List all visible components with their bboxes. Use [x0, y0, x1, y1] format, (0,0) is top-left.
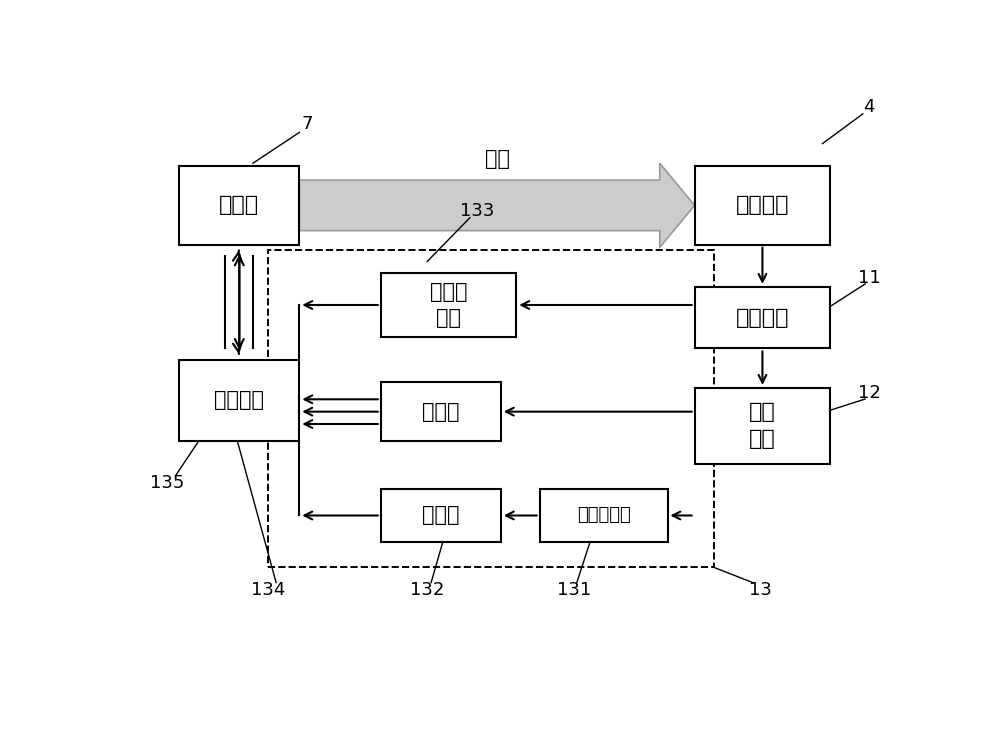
Polygon shape: [299, 163, 695, 247]
Text: 驱动部: 驱动部: [422, 505, 460, 526]
Text: 强度调
节部: 强度调 节部: [430, 282, 467, 328]
FancyBboxPatch shape: [381, 382, 501, 441]
FancyBboxPatch shape: [179, 166, 299, 245]
Text: 7: 7: [301, 115, 313, 133]
Text: 131: 131: [557, 581, 592, 599]
Text: 薄膜: 薄膜: [484, 149, 510, 169]
FancyBboxPatch shape: [695, 286, 830, 348]
Text: 132: 132: [410, 581, 444, 599]
FancyBboxPatch shape: [540, 489, 668, 542]
FancyBboxPatch shape: [381, 489, 501, 542]
FancyBboxPatch shape: [179, 359, 299, 441]
Text: 135: 135: [150, 475, 185, 492]
Text: 处理
模块: 处理 模块: [749, 402, 776, 449]
Text: 12: 12: [858, 384, 880, 402]
Text: 采集模块: 采集模块: [736, 308, 789, 327]
Text: 4: 4: [863, 98, 875, 116]
Text: 调焦部: 调焦部: [422, 402, 460, 421]
Text: 13: 13: [749, 581, 772, 599]
Text: 133: 133: [460, 202, 495, 220]
FancyBboxPatch shape: [695, 166, 830, 245]
Text: 同步子模块: 同步子模块: [577, 507, 630, 524]
Text: 挤出机: 挤出机: [219, 195, 259, 215]
Text: 11: 11: [858, 269, 880, 287]
FancyBboxPatch shape: [695, 388, 830, 464]
Text: 执行机构: 执行机构: [214, 391, 264, 410]
Text: 测厚单元: 测厚单元: [736, 195, 789, 215]
FancyBboxPatch shape: [381, 273, 516, 338]
Text: 134: 134: [251, 581, 286, 599]
